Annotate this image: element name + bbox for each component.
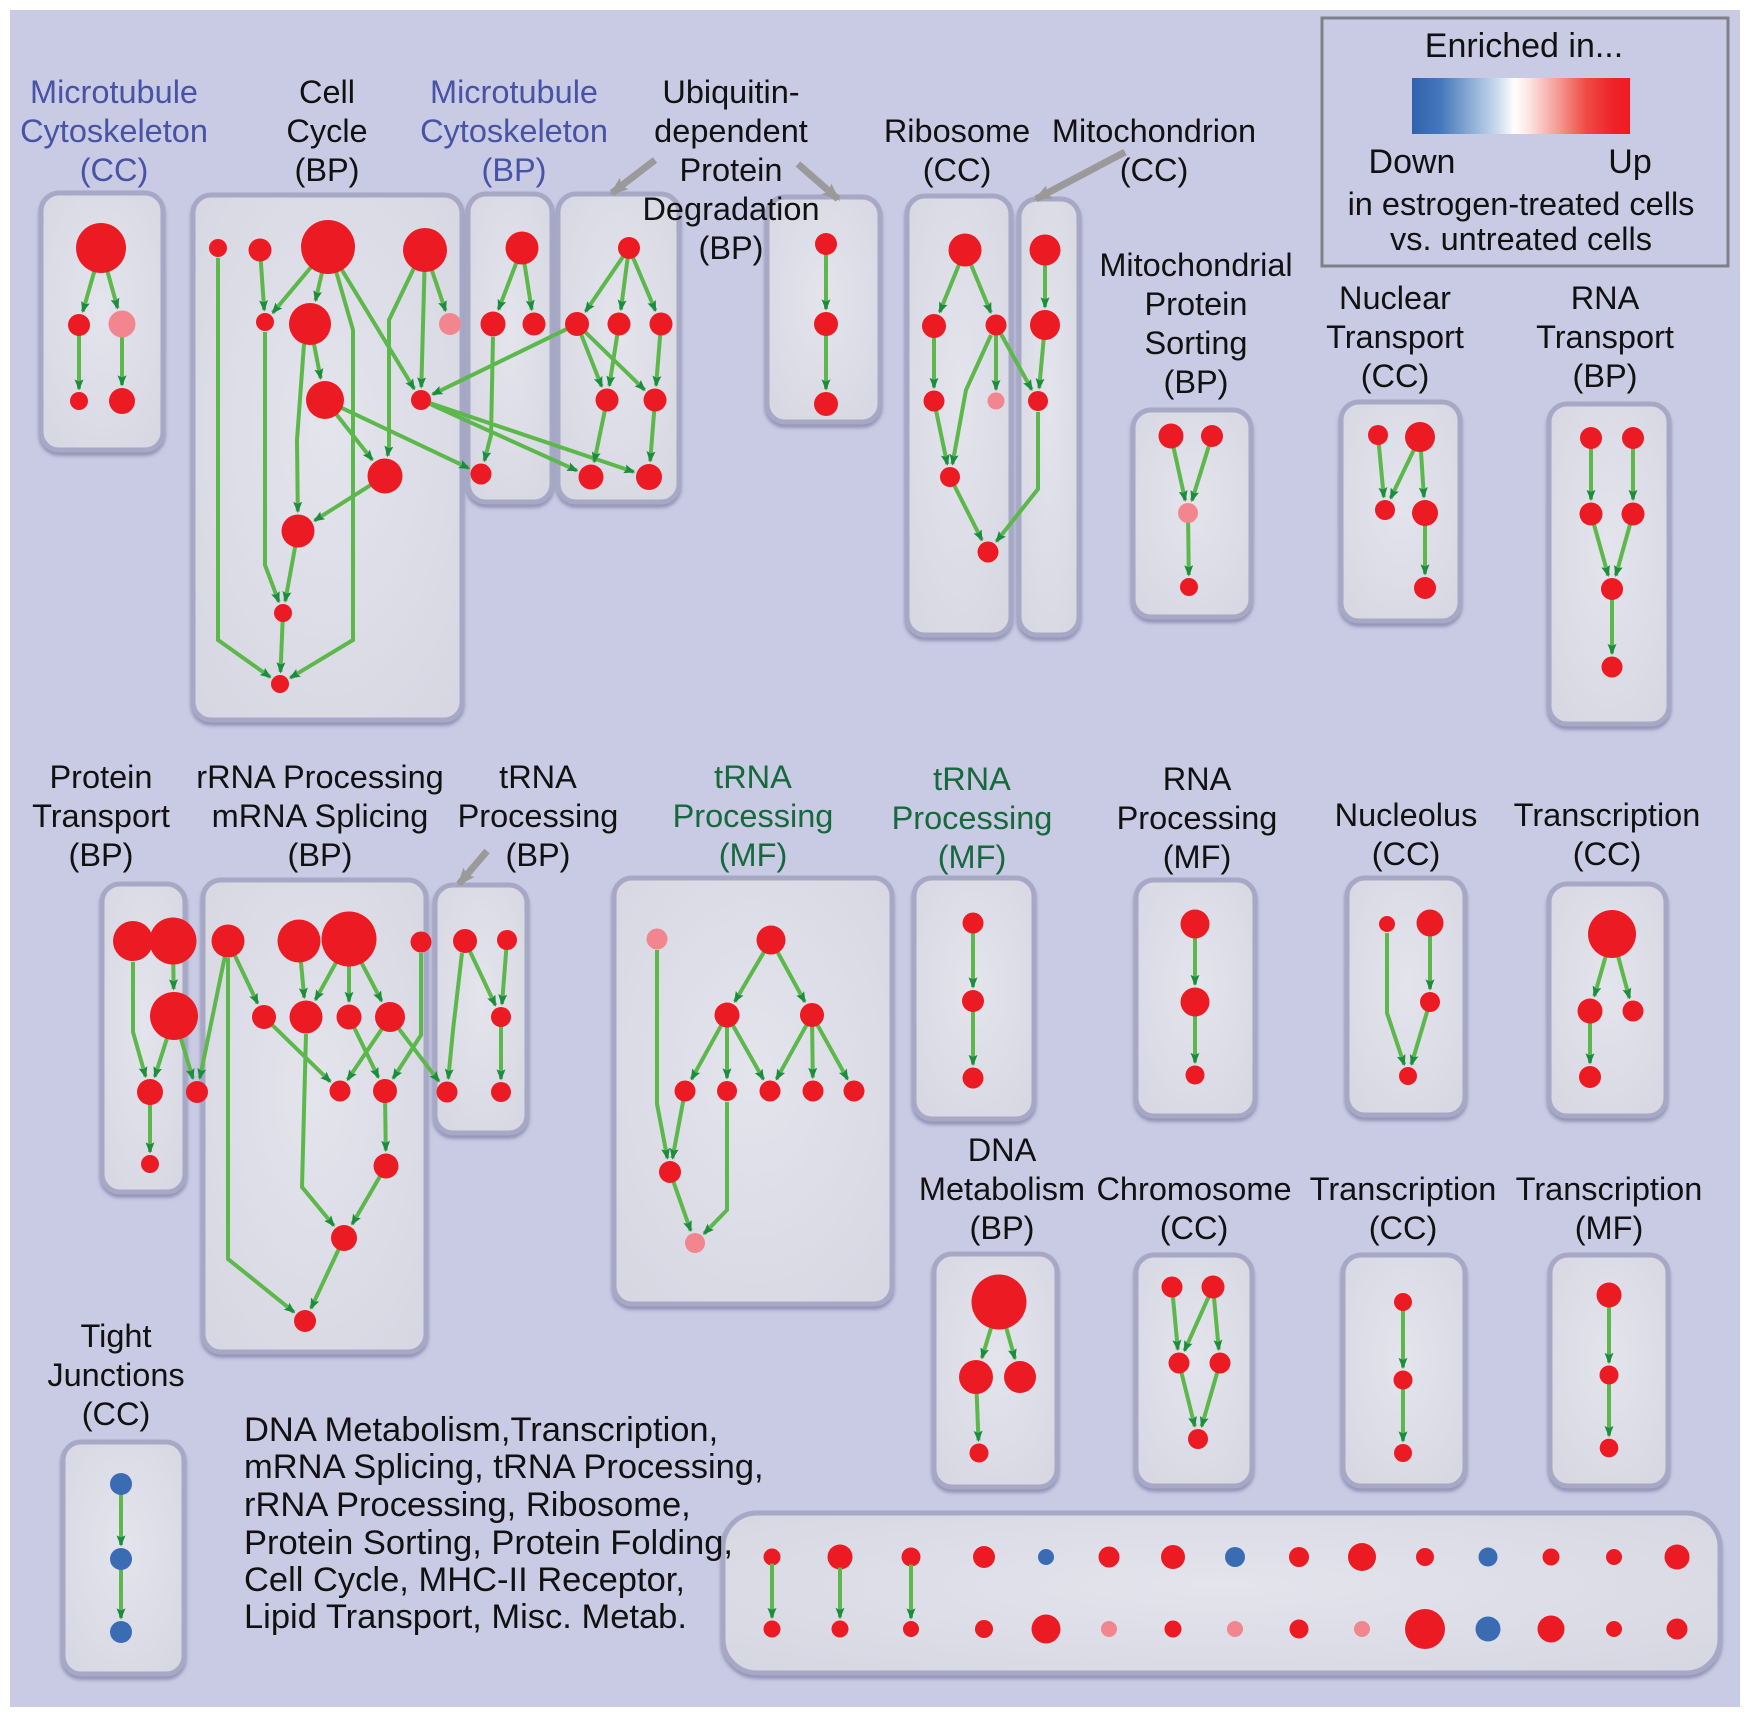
svg-text:Mitochondrial: Mitochondrial [1099,247,1292,283]
svg-text:DNA: DNA [968,1132,1037,1168]
svg-text:(CC): (CC) [1361,358,1430,394]
svg-text:(CC): (CC) [1573,836,1642,872]
svg-text:Enriched in...: Enriched in... [1425,27,1623,65]
svg-text:Nucleolus: Nucleolus [1335,797,1478,833]
svg-text:(MF): (MF) [1575,1210,1644,1246]
svg-text:(CC): (CC) [82,1396,151,1432]
svg-text:(MF): (MF) [719,837,788,873]
svg-text:(BP): (BP) [288,837,353,873]
svg-text:Microtubule: Microtubule [30,74,198,110]
svg-text:Processing: Processing [892,800,1053,836]
svg-text:(BP): (BP) [970,1210,1035,1246]
svg-text:Cell: Cell [299,74,355,110]
svg-text:Degradation: Degradation [642,191,819,227]
svg-text:DNA Metabolism,Transcription,: DNA Metabolism,Transcription, [244,1411,718,1449]
svg-text:Transcription: Transcription [1310,1171,1497,1207]
svg-text:Processing: Processing [673,798,834,834]
svg-text:(MF): (MF) [1163,839,1232,875]
svg-text:(BP): (BP) [295,152,360,188]
svg-text:mRNA Splicing, tRNA Processing: mRNA Splicing, tRNA Processing, [244,1448,764,1486]
svg-text:Protein: Protein [50,759,153,795]
svg-text:Microtubule: Microtubule [430,74,598,110]
svg-text:(BP): (BP) [1573,358,1638,394]
svg-text:Transport: Transport [32,798,170,834]
svg-text:mRNA Splicing: mRNA Splicing [212,798,429,834]
svg-text:(CC): (CC) [923,152,992,188]
svg-text:in estrogen-treated cells: in estrogen-treated cells [1348,186,1695,222]
svg-text:(BP): (BP) [506,837,571,873]
svg-text:Cell Cycle, MHC-II Receptor,: Cell Cycle, MHC-II Receptor, [244,1561,685,1599]
svg-text:(CC): (CC) [1120,152,1189,188]
svg-text:Nuclear: Nuclear [1339,280,1451,316]
svg-text:Metabolism: Metabolism [919,1171,1085,1207]
svg-text:Transcription: Transcription [1514,797,1701,833]
svg-text:Protein Sorting, Protein Foldi: Protein Sorting, Protein Folding, [244,1524,733,1562]
svg-text:Lipid Transport, Misc. Metab.: Lipid Transport, Misc. Metab. [244,1598,687,1636]
svg-text:(BP): (BP) [699,230,764,266]
svg-text:Down: Down [1369,143,1456,181]
svg-text:Mitochondrion: Mitochondrion [1052,113,1256,149]
svg-text:tRNA: tRNA [714,759,792,795]
svg-text:Ubiquitin-: Ubiquitin- [662,74,799,110]
svg-text:Chromosome: Chromosome [1096,1171,1291,1207]
svg-text:Sorting: Sorting [1145,325,1248,361]
svg-text:Transport: Transport [1536,319,1674,355]
svg-text:Ribosome: Ribosome [884,113,1030,149]
svg-text:tRNA: tRNA [933,761,1011,797]
svg-text:vs. untreated cells: vs. untreated cells [1390,221,1652,257]
svg-text:Tight: Tight [80,1318,151,1354]
svg-text:(MF): (MF) [938,839,1007,875]
svg-text:Processing: Processing [458,798,619,834]
svg-text:Transport: Transport [1326,319,1464,355]
svg-text:Cycle: Cycle [286,113,367,149]
svg-text:RNA: RNA [1571,280,1640,316]
svg-text:RNA: RNA [1163,761,1232,797]
svg-text:(CC): (CC) [1160,1210,1229,1246]
svg-text:rRNA Processing, Ribosome,: rRNA Processing, Ribosome, [244,1486,691,1524]
svg-text:Up: Up [1608,143,1651,181]
svg-text:(CC): (CC) [80,152,149,188]
svg-text:rRNA Processing: rRNA Processing [196,759,443,795]
svg-text:Protein: Protein [1145,286,1248,322]
svg-text:(CC): (CC) [1369,1210,1438,1246]
svg-text:Junctions: Junctions [47,1357,184,1393]
svg-text:Cytoskeleton: Cytoskeleton [20,113,208,149]
svg-text:Cytoskeleton: Cytoskeleton [420,113,608,149]
svg-text:dependent: dependent [654,113,808,149]
svg-text:tRNA: tRNA [499,759,577,795]
svg-text:Protein: Protein [680,152,783,188]
svg-text:(BP): (BP) [1164,364,1229,400]
svg-text:(BP): (BP) [69,837,134,873]
svg-text:Processing: Processing [1117,800,1278,836]
svg-text:(CC): (CC) [1372,836,1441,872]
svg-text:Transcription: Transcription [1516,1171,1703,1207]
svg-text:(BP): (BP) [482,152,547,188]
